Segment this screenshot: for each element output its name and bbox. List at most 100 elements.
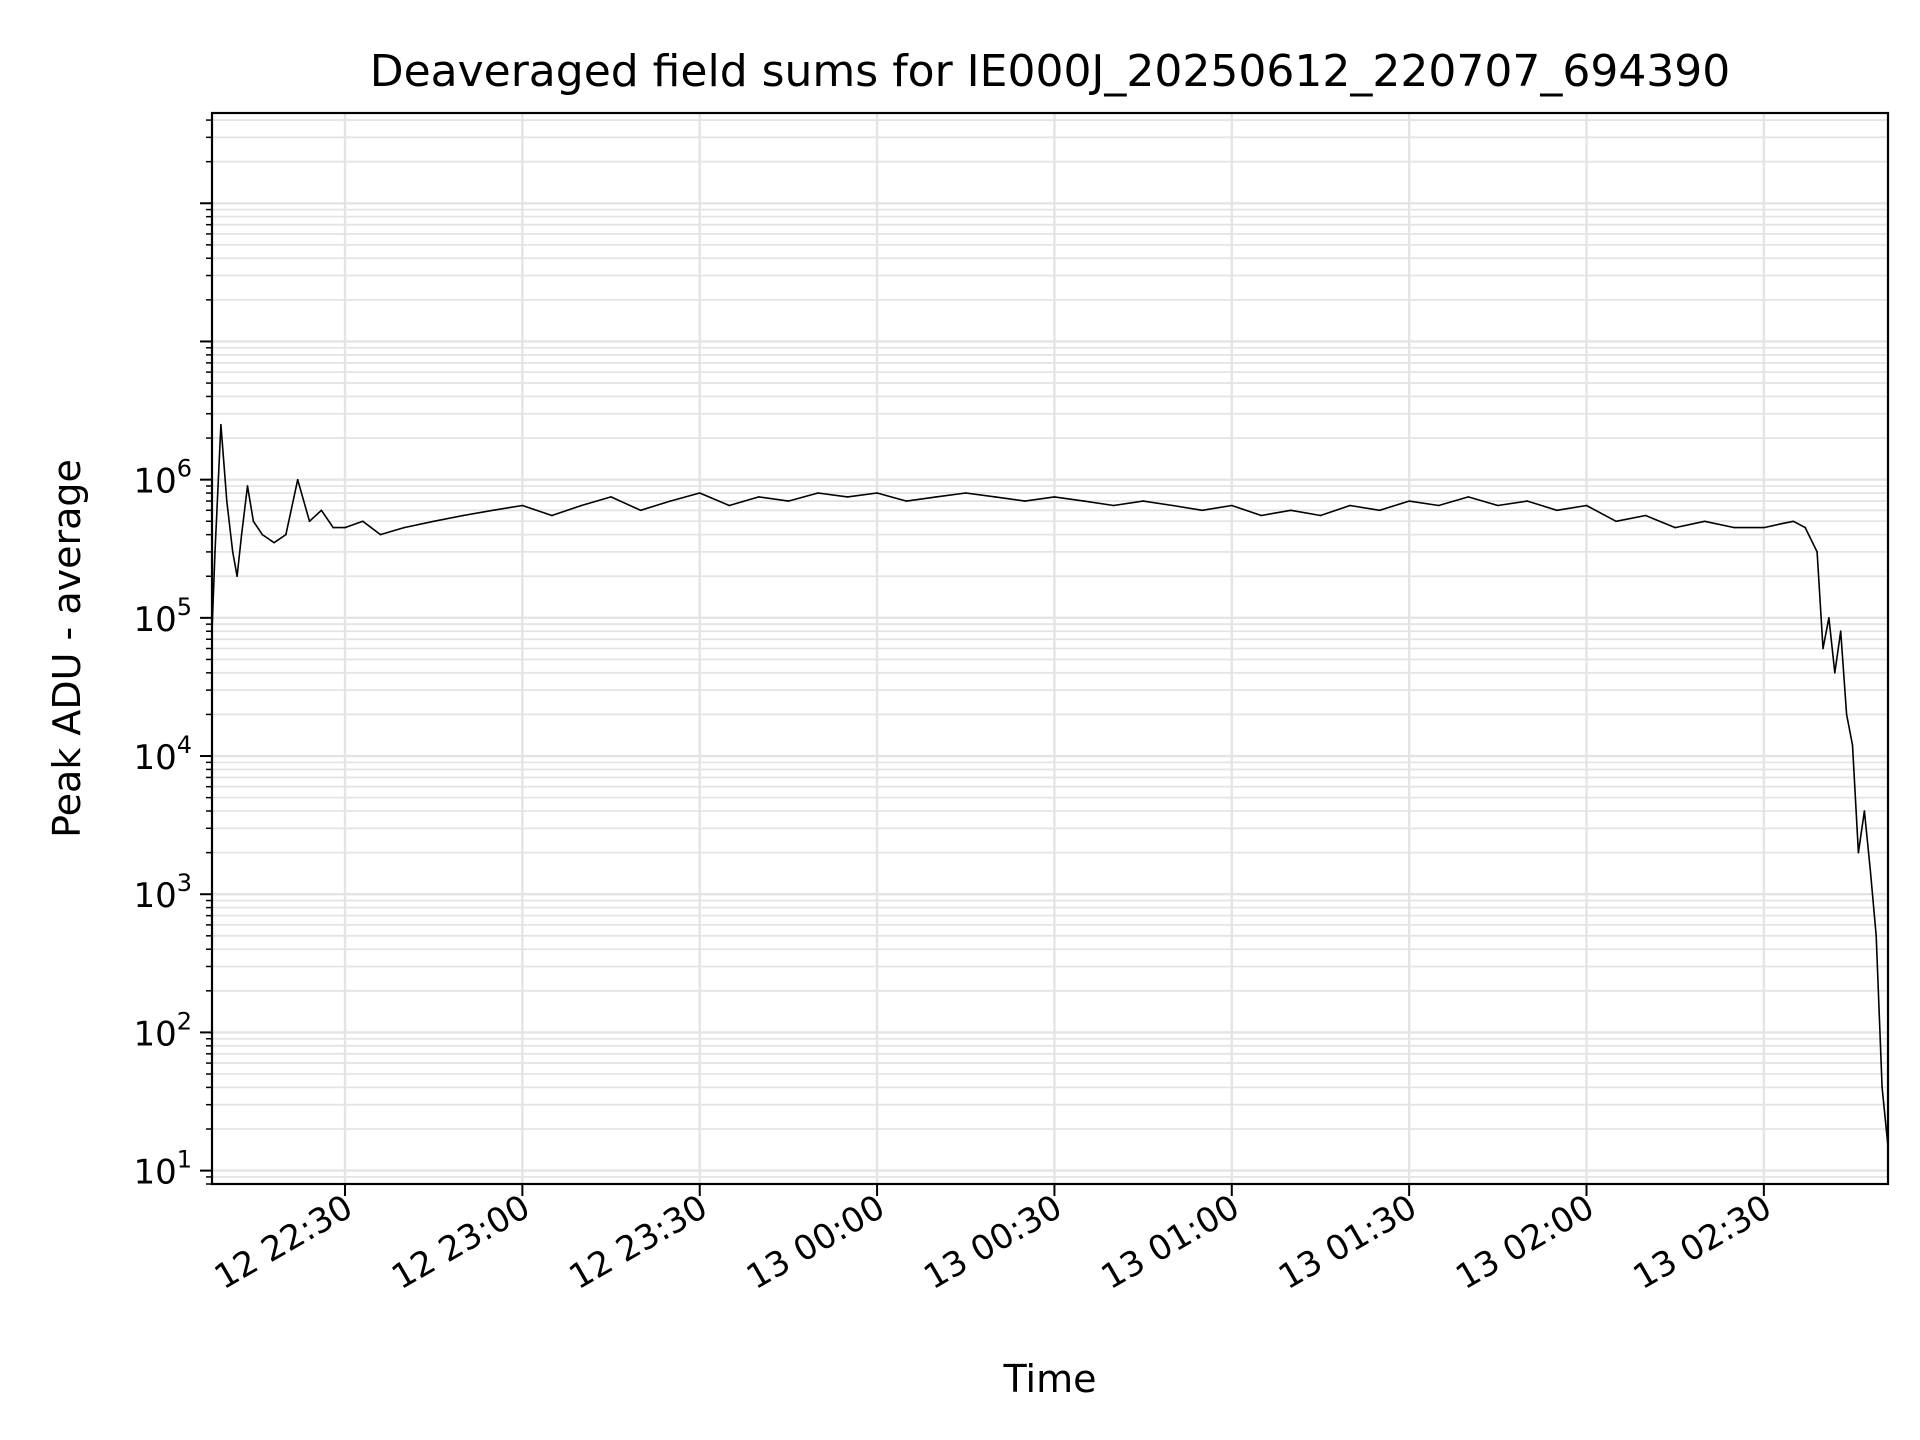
data-point — [1869, 869, 1872, 871]
y-tick-exponent: 6 — [177, 455, 192, 483]
data-point — [231, 551, 234, 553]
data-point — [551, 514, 553, 517]
data-point — [1083, 500, 1085, 502]
data-point — [1349, 504, 1351, 507]
y-tick-base: 10 — [133, 462, 176, 502]
data-point — [492, 509, 494, 512]
data-point — [1857, 851, 1860, 854]
data-point — [432, 520, 435, 523]
data-point — [252, 520, 255, 523]
y-tick-label: 105 — [133, 593, 192, 640]
data-point — [1171, 504, 1174, 507]
data-point — [1763, 526, 1765, 529]
data-point — [285, 533, 287, 536]
y-tick-label: 103 — [133, 869, 192, 916]
data-point — [1822, 647, 1824, 650]
data-point — [320, 509, 323, 512]
data-point — [214, 551, 216, 553]
data-point — [1863, 810, 1866, 812]
data-point — [1112, 504, 1115, 507]
data-point — [1142, 500, 1144, 502]
data-point — [758, 496, 760, 498]
data-point — [1497, 504, 1499, 507]
y-tick-base: 10 — [133, 738, 176, 778]
data-point — [1053, 496, 1056, 498]
data-point — [220, 423, 222, 426]
data-point — [521, 504, 524, 507]
x-axis-title: Time — [1003, 1357, 1097, 1401]
data-point — [1816, 551, 1818, 553]
data-point — [332, 526, 334, 529]
data-point — [905, 500, 908, 502]
data-point — [1644, 514, 1647, 517]
data-point — [403, 526, 405, 529]
data-point — [1733, 526, 1736, 529]
data-point — [1615, 520, 1617, 523]
data-point — [1804, 526, 1807, 529]
series-layer — [211, 423, 1889, 1148]
y-tick-exponent: 1 — [177, 1146, 192, 1174]
data-point — [994, 496, 997, 498]
data-point — [1875, 935, 1877, 937]
y-tick-exponent: 5 — [177, 593, 192, 621]
y-tick-base: 10 — [133, 1153, 176, 1193]
data-point — [240, 533, 243, 536]
data-point — [698, 492, 701, 494]
data-point — [1378, 509, 1381, 512]
y-tick-label: 104 — [133, 731, 192, 778]
data-point — [1585, 504, 1588, 507]
data-point — [1290, 509, 1292, 512]
data-point — [1703, 520, 1706, 523]
y-tick-base: 10 — [133, 1014, 176, 1054]
data-point — [1674, 526, 1676, 529]
data-point — [1437, 504, 1440, 507]
chart-title: Deaveraged field sums for IE000J_2025061… — [370, 46, 1731, 97]
y-tick-label: 101 — [133, 1146, 192, 1193]
y-tick-label: 102 — [133, 1007, 192, 1054]
data-point — [787, 500, 790, 502]
data-point — [1526, 500, 1529, 502]
y-tick-exponent: 2 — [177, 1007, 192, 1035]
data-point — [846, 496, 849, 498]
data-point — [669, 500, 671, 502]
y-tick-exponent: 3 — [177, 869, 192, 897]
data-point — [964, 492, 967, 494]
data-point — [610, 496, 612, 498]
data-point — [1230, 504, 1233, 507]
grid — [212, 113, 1888, 1185]
data-point — [1556, 509, 1558, 512]
y-axis-title: Peak ADU - average — [45, 459, 89, 838]
y-tick-label: 106 — [133, 455, 192, 502]
data-point — [817, 492, 819, 494]
data-point — [1780, 522, 1783, 525]
data-point — [462, 514, 465, 517]
data-point — [225, 500, 228, 502]
data-point — [1851, 744, 1854, 746]
data-point — [1260, 514, 1263, 517]
data-point — [361, 520, 364, 523]
data-point — [261, 533, 264, 536]
y-tick-base: 10 — [133, 876, 176, 916]
data-point — [728, 504, 731, 507]
y-tick-base: 10 — [133, 600, 176, 640]
data-point — [876, 492, 878, 494]
series-line — [211, 423, 1889, 1147]
data-point — [273, 541, 275, 544]
data-point — [1881, 1086, 1883, 1089]
data-point — [1024, 500, 1026, 502]
data-point — [1201, 509, 1204, 512]
data-point — [1319, 514, 1322, 517]
data-point — [296, 478, 299, 481]
data-point — [1833, 672, 1836, 674]
data-point — [1828, 617, 1830, 619]
data-point — [639, 509, 642, 512]
data-point — [308, 520, 311, 523]
data-point — [246, 485, 249, 487]
data-point — [379, 533, 382, 536]
data-point — [344, 526, 346, 529]
data-point — [1792, 520, 1795, 523]
data-point — [1845, 713, 1848, 716]
data-point — [1408, 500, 1410, 502]
data-point — [935, 496, 937, 498]
